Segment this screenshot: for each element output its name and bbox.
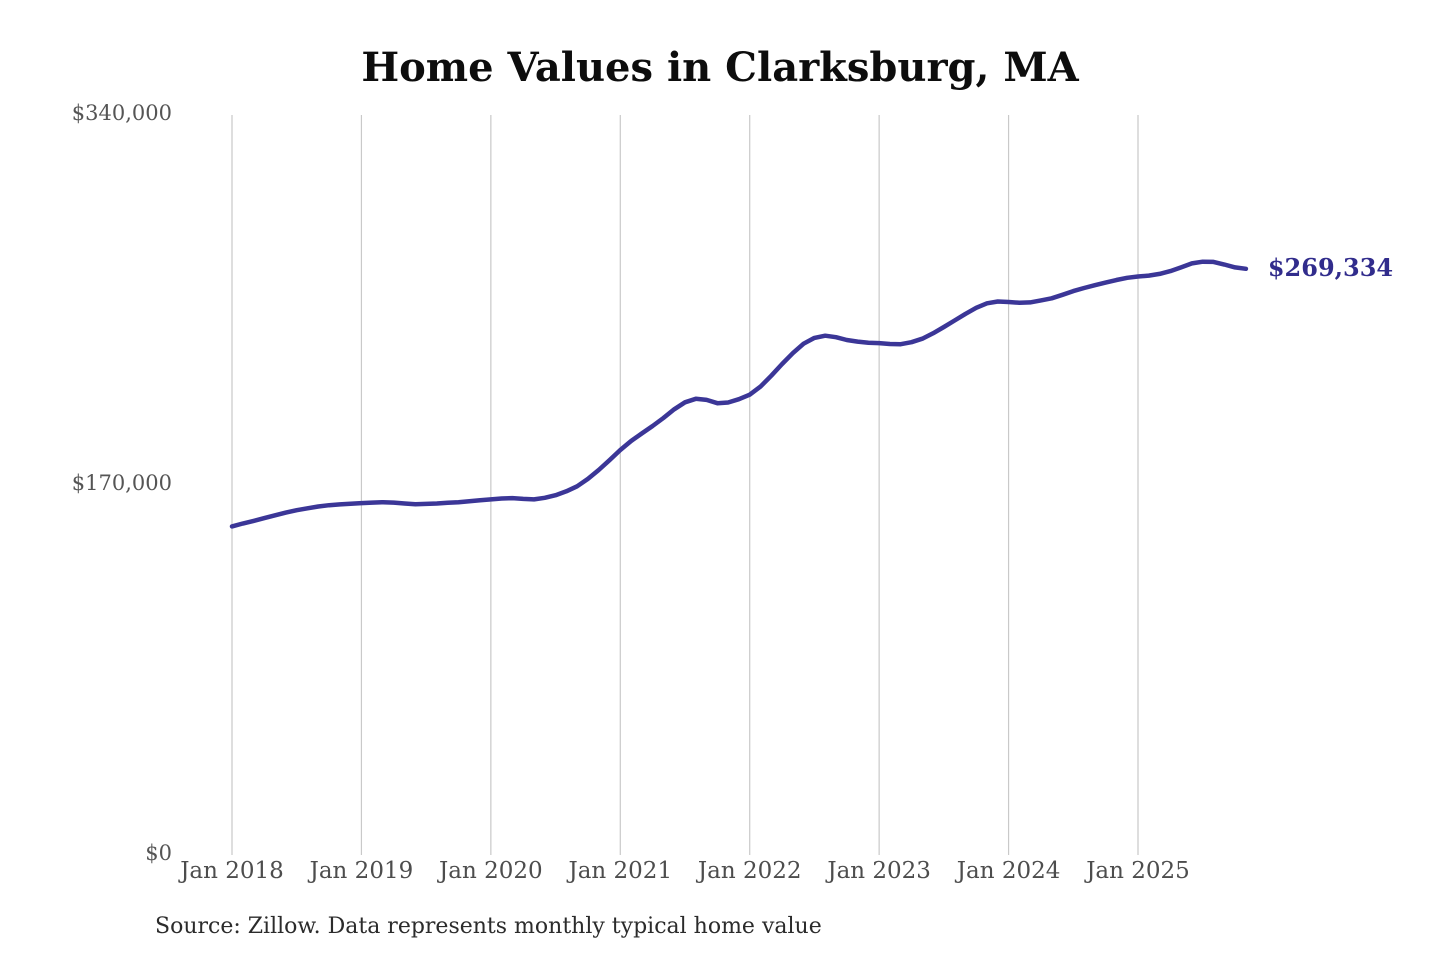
gridlines <box>231 115 1139 855</box>
x-tick-label: Jan 2024 <box>956 858 1061 884</box>
y-tick-label: $170,000 <box>71 471 172 495</box>
x-tick-label: Jan 2020 <box>439 858 543 884</box>
x-tick-label: Jan 2021 <box>568 858 673 884</box>
end-value-label: $269,334 <box>1267 252 1394 282</box>
x-tick-label: Jan 2019 <box>309 858 414 884</box>
x-tick-label: Jan 2025 <box>1086 858 1190 884</box>
y-tick-label: $340,000 <box>71 101 172 125</box>
chart-title: Home Values in Clarksburg, MA <box>361 44 1079 91</box>
y-tick-label: $0 <box>145 841 172 865</box>
x-tick-label: Jan 2023 <box>827 858 931 884</box>
x-tick-label: Jan 2022 <box>697 858 802 884</box>
source-note: Source: Zillow. Data represents monthly … <box>155 914 822 939</box>
home-value-line <box>229 259 1249 529</box>
x-tick-label: Jan 2018 <box>180 858 284 884</box>
